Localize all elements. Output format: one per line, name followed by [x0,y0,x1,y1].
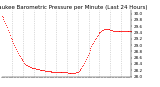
Title: Milwaukee Barometric Pressure per Minute (Last 24 Hours): Milwaukee Barometric Pressure per Minute… [0,5,147,10]
